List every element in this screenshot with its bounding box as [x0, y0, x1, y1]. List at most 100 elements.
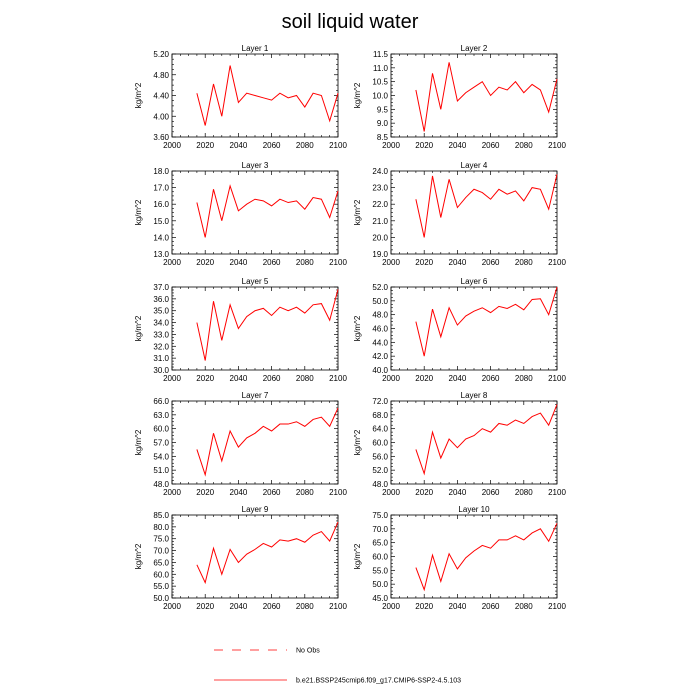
x-tick-label-layer7-2100: 2100: [329, 488, 347, 497]
y-tick-label-layer8-0: 48.0: [372, 480, 388, 489]
panel-layer7: Layer 7 2000 2020 2040 2060 2080 2100 48.0 51.0 5…: [134, 391, 347, 497]
plot-frame-layer9: [171, 514, 339, 599]
x-tick-label-layer10-2060: 2060: [482, 602, 500, 611]
y-tick-label-layer7-3: 57.0: [153, 439, 169, 448]
x-tick-label-layer10-2020: 2020: [415, 602, 433, 611]
y-tick-label-layer6-5: 50.0: [372, 297, 388, 306]
series-line-layer7: [196, 407, 339, 477]
y-tick-label-layer4-5: 24.0: [372, 167, 388, 176]
x-tick-label-layer2-2080: 2080: [515, 141, 533, 150]
x-tick-label-layer10-2080: 2080: [515, 602, 533, 611]
x-tick-label-layer2-2020: 2020: [415, 141, 433, 150]
x-tick-label-layer5-2080: 2080: [296, 374, 314, 383]
y-tick-label-layer7-4: 60.0: [153, 425, 169, 434]
figure-title: soil liquid water: [282, 11, 419, 33]
y-axis-label-layer2: kg/m^2: [353, 82, 362, 108]
panel-layer3: Layer 3 2000 2020 2040 2060 2080 2100 13.0 14.0 1…: [134, 161, 347, 267]
x-tick-label-layer3-2020: 2020: [196, 258, 214, 267]
x-tick-label-layer7-2020: 2020: [196, 488, 214, 497]
panel-layer10: Layer 10 2000 2020 2040 2060 2080 2100 45.0 50.0…: [353, 505, 566, 611]
y-tick-label-layer5-1: 31.0: [153, 354, 169, 363]
y-tick-label-layer9-6: 80.0: [153, 523, 169, 532]
x-tick-label-layer5-2020: 2020: [196, 374, 214, 383]
panel-title-layer7: Layer 7: [242, 391, 269, 400]
panel-layer4: Layer 4 2000 2020 2040 2060 2080 2100 19.0 20.0 2…: [353, 161, 566, 267]
series-line-layer8: [415, 404, 558, 476]
y-tick-label-layer10-4: 65.0: [372, 539, 388, 548]
x-tick-label-layer2-2060: 2060: [482, 141, 500, 150]
y-tick-label-layer6-6: 52.0: [372, 283, 388, 292]
y-tick-label-layer3-1: 14.0: [153, 233, 169, 242]
y-tick-label-layer1-4: 5.20: [153, 50, 169, 59]
x-tick-label-layer1-2000: 2000: [163, 141, 181, 150]
x-tick-label-layer4-2060: 2060: [482, 258, 500, 267]
panel-title-layer8: Layer 8: [461, 391, 488, 400]
panel-title-layer1: Layer 1: [242, 44, 269, 53]
x-tick-label-layer6-2060: 2060: [482, 374, 500, 383]
y-tick-label-layer6-0: 40.0: [372, 366, 388, 375]
y-tick-label-layer7-5: 63.0: [153, 411, 169, 420]
y-tick-label-layer3-2: 15.0: [153, 217, 169, 226]
x-tick-label-layer7-2000: 2000: [163, 488, 181, 497]
x-tick-label-layer3-2080: 2080: [296, 258, 314, 267]
x-tick-label-layer10-2100: 2100: [548, 602, 566, 611]
x-tick-label-layer4-2020: 2020: [415, 258, 433, 267]
y-tick-label-layer3-0: 13.0: [153, 250, 169, 259]
y-tick-label-layer1-1: 4.00: [153, 112, 169, 121]
y-tick-label-layer9-2: 60.0: [153, 570, 169, 579]
y-tick-label-layer10-6: 75.0: [372, 511, 388, 520]
x-tick-label-layer8-2020: 2020: [415, 488, 433, 497]
y-tick-label-layer9-4: 70.0: [153, 547, 169, 556]
x-tick-label-layer3-2000: 2000: [163, 258, 181, 267]
y-axis-label-layer7: kg/m^2: [134, 429, 143, 455]
plot-frame-layer5: [171, 286, 339, 371]
y-tick-label-layer7-6: 66.0: [153, 397, 169, 406]
x-tick-label-layer7-2080: 2080: [296, 488, 314, 497]
x-tick-label-layer10-2000: 2000: [382, 602, 400, 611]
plot-frame-layer3: [171, 170, 339, 255]
panel-layer8: Layer 8 2000 2020 2040 2060 2080 2100 48.0 52.0 5…: [353, 391, 566, 497]
y-tick-label-layer9-1: 55.0: [153, 582, 169, 591]
panel-title-layer2: Layer 2: [461, 44, 488, 53]
y-tick-label-layer4-1: 20.0: [372, 233, 388, 242]
y-tick-label-layer1-3: 4.80: [153, 71, 169, 80]
y-axis-label-layer6: kg/m^2: [353, 315, 362, 341]
panel-layer9: Layer 9 2000 2020 2040 2060 2080 2100 50.0 55.0 6…: [134, 505, 347, 611]
x-tick-label-layer8-2060: 2060: [482, 488, 500, 497]
x-tick-label-layer9-2080: 2080: [296, 602, 314, 611]
y-tick-label-layer5-2: 32.0: [153, 342, 169, 351]
y-tick-label-layer2-2: 9.5: [377, 105, 389, 114]
plot-frame-layer2: [390, 53, 558, 138]
x-tick-label-layer2-2040: 2040: [449, 141, 467, 150]
x-tick-label-layer2-2100: 2100: [548, 141, 566, 150]
y-tick-label-layer7-1: 51.0: [153, 466, 169, 475]
y-tick-label-layer4-0: 19.0: [372, 250, 388, 259]
x-tick-label-layer4-2000: 2000: [382, 258, 400, 267]
plot-frame-layer10: [390, 514, 558, 599]
y-tick-label-layer2-0: 8.5: [377, 133, 389, 142]
x-tick-label-layer8-2000: 2000: [382, 488, 400, 497]
y-tick-label-layer5-3: 33.0: [153, 330, 169, 339]
y-tick-label-layer6-4: 48.0: [372, 311, 388, 320]
series-line-layer5: [196, 289, 339, 361]
y-tick-label-layer3-3: 16.0: [153, 200, 169, 209]
x-tick-label-layer4-2080: 2080: [515, 258, 533, 267]
x-tick-label-layer4-2040: 2040: [449, 258, 467, 267]
y-tick-label-layer6-3: 46.0: [372, 325, 388, 334]
plot-frame-layer4: [390, 170, 558, 255]
y-axis-label-layer1: kg/m^2: [134, 82, 143, 108]
y-tick-label-layer4-2: 21.0: [372, 217, 388, 226]
panel-title-layer9: Layer 9: [242, 505, 269, 514]
series-line-layer1: [196, 65, 339, 126]
x-tick-label-layer2-2000: 2000: [382, 141, 400, 150]
x-tick-label-layer3-2100: 2100: [329, 258, 347, 267]
y-tick-label-layer4-4: 23.0: [372, 184, 388, 193]
x-tick-label-layer9-2100: 2100: [329, 602, 347, 611]
y-tick-label-layer8-3: 60.0: [372, 439, 388, 448]
x-tick-label-layer8-2040: 2040: [449, 488, 467, 497]
x-tick-label-layer8-2080: 2080: [515, 488, 533, 497]
y-tick-label-layer2-6: 11.5: [373, 50, 389, 59]
y-tick-label-layer6-1: 42.0: [372, 352, 388, 361]
y-tick-label-layer9-7: 85.0: [153, 511, 169, 520]
x-tick-label-layer6-2000: 2000: [382, 374, 400, 383]
